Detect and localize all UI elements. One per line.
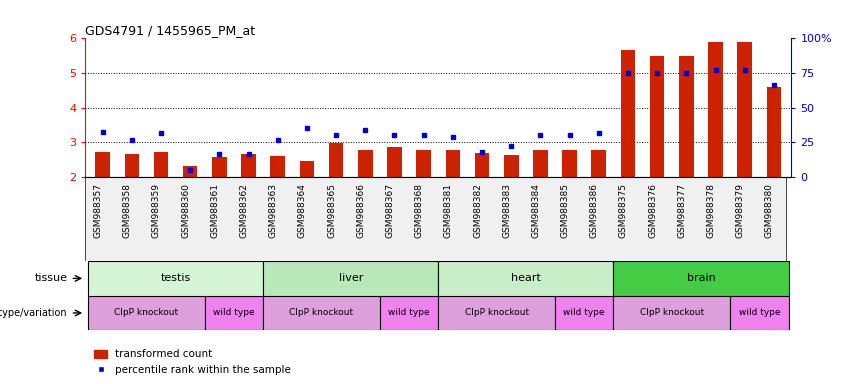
Bar <box>358 150 373 177</box>
Bar <box>555 296 614 330</box>
Bar <box>730 296 789 330</box>
Text: GSM988380: GSM988380 <box>765 184 774 238</box>
Bar <box>591 150 606 177</box>
Bar <box>387 147 402 177</box>
Bar <box>263 261 438 296</box>
Text: GSM988377: GSM988377 <box>677 184 687 238</box>
Text: genotype/variation: genotype/variation <box>0 308 67 318</box>
Bar <box>475 154 489 177</box>
Text: heart: heart <box>511 273 540 283</box>
Text: GSM988381: GSM988381 <box>444 184 453 238</box>
Bar <box>563 151 577 177</box>
Bar <box>88 261 263 296</box>
Bar <box>124 154 139 177</box>
Bar <box>263 296 380 330</box>
Text: wild type: wild type <box>213 308 254 318</box>
Text: ClpP knockout: ClpP knockout <box>640 308 704 318</box>
Bar <box>416 150 431 177</box>
Text: ClpP knockout: ClpP knockout <box>289 308 353 318</box>
Bar <box>504 154 518 177</box>
Bar <box>438 261 614 296</box>
Text: brain: brain <box>687 273 716 283</box>
Bar <box>708 42 722 177</box>
Text: testis: testis <box>161 273 191 283</box>
Bar <box>679 56 694 177</box>
Bar <box>620 50 636 177</box>
Bar <box>271 156 285 177</box>
Text: GSM988365: GSM988365 <box>327 184 336 238</box>
Bar <box>767 87 781 177</box>
Bar <box>650 56 665 177</box>
Text: GSM988364: GSM988364 <box>298 184 307 238</box>
Text: GSM988376: GSM988376 <box>648 184 657 238</box>
Bar <box>614 261 789 296</box>
Text: wild type: wild type <box>563 308 605 318</box>
Bar <box>300 161 314 177</box>
Bar <box>738 42 752 177</box>
Text: GSM988357: GSM988357 <box>94 184 103 238</box>
Bar <box>241 154 256 177</box>
Text: GSM988383: GSM988383 <box>502 184 511 238</box>
Bar <box>154 152 168 177</box>
Text: GSM988382: GSM988382 <box>473 184 482 238</box>
Bar <box>183 166 197 177</box>
Text: GSM988379: GSM988379 <box>736 184 745 238</box>
Text: GSM988363: GSM988363 <box>269 184 277 238</box>
Bar <box>438 296 555 330</box>
Text: GSM988362: GSM988362 <box>239 184 248 238</box>
Text: GSM988359: GSM988359 <box>152 184 161 238</box>
Bar <box>212 157 226 177</box>
Legend: transformed count, percentile rank within the sample: transformed count, percentile rank withi… <box>90 345 295 379</box>
Text: GSM988384: GSM988384 <box>531 184 540 238</box>
Text: GSM988375: GSM988375 <box>619 184 628 238</box>
Bar <box>380 296 438 330</box>
Bar <box>328 143 344 177</box>
Bar <box>95 152 110 177</box>
Text: liver: liver <box>339 273 363 283</box>
Text: GSM988385: GSM988385 <box>561 184 569 238</box>
Text: tissue: tissue <box>35 273 67 283</box>
Text: wild type: wild type <box>739 308 780 318</box>
Text: ClpP knockout: ClpP knockout <box>465 308 528 318</box>
Text: GSM988360: GSM988360 <box>181 184 190 238</box>
Text: GSM988378: GSM988378 <box>706 184 716 238</box>
Bar <box>88 296 205 330</box>
Text: ClpP knockout: ClpP knockout <box>114 308 179 318</box>
Text: wild type: wild type <box>388 308 430 318</box>
Text: GSM988361: GSM988361 <box>210 184 220 238</box>
Text: GSM988366: GSM988366 <box>357 184 365 238</box>
Text: GDS4791 / 1455965_PM_at: GDS4791 / 1455965_PM_at <box>85 24 255 37</box>
Bar <box>614 296 730 330</box>
Bar <box>205 296 263 330</box>
Text: GSM988368: GSM988368 <box>414 184 424 238</box>
Bar <box>533 150 548 177</box>
Text: GSM988367: GSM988367 <box>386 184 395 238</box>
Text: GSM988386: GSM988386 <box>590 184 599 238</box>
Bar <box>446 151 460 177</box>
Text: GSM988358: GSM988358 <box>123 184 132 238</box>
